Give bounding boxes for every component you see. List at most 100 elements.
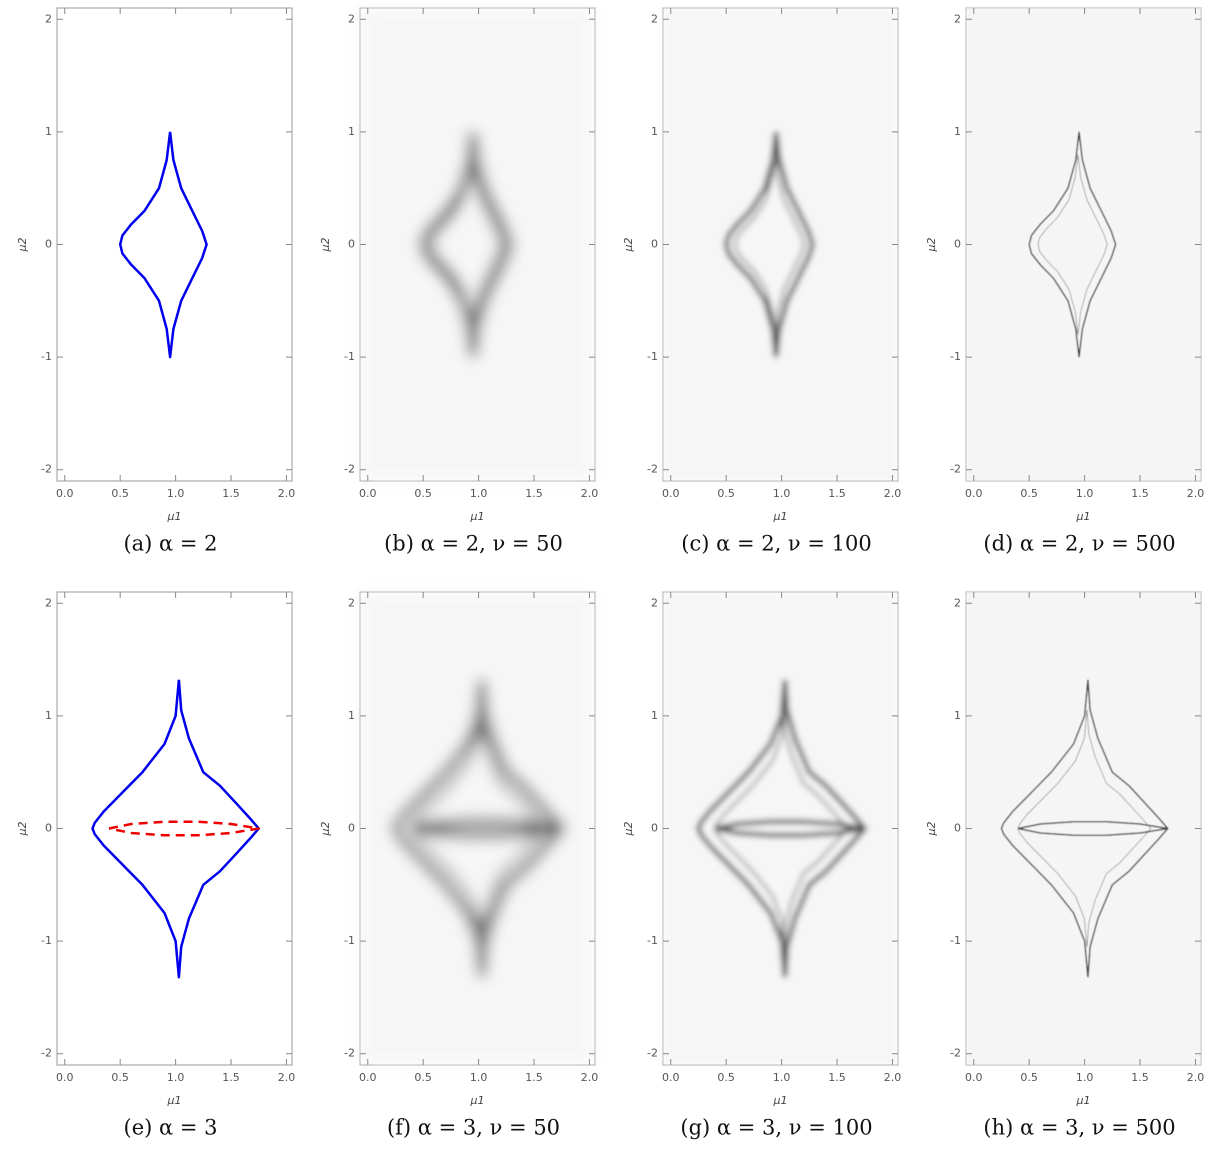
interference-band <box>429 154 504 335</box>
y-tick-label: 1 <box>45 125 52 138</box>
panel: 0.0 0.5 1.0 1.5 2.0 -2 -1 0 1 2 μ1 μ2 (h) α = 3, ν =… <box>925 591 1205 1140</box>
background-shade <box>663 8 898 481</box>
panel: 0.0 0.5 1.0 1.5 2.0 -2 -1 0 1 2 μ1 μ2 (e) α = 3 <box>16 591 296 1140</box>
y-tick-label: -2 <box>647 1047 658 1060</box>
x-tick-label: 1.5 <box>1131 1071 1149 1084</box>
interference-band <box>409 709 549 948</box>
x-tick-label: 0.0 <box>965 487 983 500</box>
interference-band <box>1017 709 1152 948</box>
y-tick-label: -2 <box>950 1047 961 1060</box>
x-tick-label: 1.0 <box>773 1071 791 1084</box>
x-tick-label: 0.5 <box>111 1071 129 1084</box>
caustic-curve <box>91 679 260 979</box>
x-axis-label: μ1 <box>470 510 485 523</box>
x-tick-label: 0.0 <box>662 1071 680 1084</box>
caption: (e) α = 3 <box>124 1116 218 1140</box>
x-tick-label: 0.0 <box>56 487 74 500</box>
caustic-curve <box>108 820 260 837</box>
x-tick-label: 0.5 <box>717 1071 735 1084</box>
x-tick-label: 0.5 <box>111 487 129 500</box>
x-tick-label: 1.5 <box>222 487 240 500</box>
y-tick-label: 2 <box>954 12 961 25</box>
y-axis-label: μ2 <box>16 238 29 253</box>
y-tick-label: 0 <box>651 238 658 251</box>
panel: 0.0 0.5 1.0 1.5 2.0 -2 -1 0 1 2 μ1 μ2 (a) α = 2 <box>16 7 295 556</box>
y-tick-label: -2 <box>41 463 52 476</box>
x-tick-label: 0.5 <box>717 487 735 500</box>
y-tick-label: 1 <box>651 709 658 722</box>
density-image <box>966 592 1201 1065</box>
x-tick-label: 1.0 <box>773 487 791 500</box>
y-tick-label: 2 <box>348 12 355 25</box>
x-tick-label: 2.0 <box>884 487 902 500</box>
x-tick-label: 0.5 <box>414 487 432 500</box>
y-tick-label: 0 <box>45 238 52 251</box>
caustic-intensity <box>411 817 563 840</box>
y-tick-label: -2 <box>647 463 658 476</box>
panel: 0.0 0.5 1.0 1.5 2.0 -2 -1 0 1 2 μ1 μ2 (f) α = 3, ν =… <box>319 591 598 1140</box>
x-tick-label: 0.5 <box>414 1071 432 1084</box>
caustic-curve <box>118 131 208 359</box>
plot-frame <box>56 7 293 482</box>
x-tick-label: 1.5 <box>828 487 846 500</box>
x-tick-label: 1.5 <box>525 1071 543 1084</box>
x-tick-label: 0.0 <box>56 1071 74 1084</box>
y-axis-label: μ2 <box>622 238 635 253</box>
background-shade <box>966 592 1201 1065</box>
x-tick-label: 0.5 <box>1020 487 1038 500</box>
density-image <box>663 592 898 1065</box>
caustic-intensity <box>695 679 869 978</box>
density-image <box>360 8 595 481</box>
caption: (b) α = 2, ν = 50 <box>384 532 563 556</box>
x-tick-label: 0.0 <box>359 1071 377 1084</box>
y-tick-label: -2 <box>41 1047 52 1060</box>
y-axis-label: μ2 <box>622 822 635 837</box>
caption: (g) α = 3, ν = 100 <box>680 1116 872 1140</box>
y-tick-label: 1 <box>348 125 355 138</box>
y-tick-label: 2 <box>348 596 355 609</box>
x-axis-label: μ1 <box>470 1094 485 1107</box>
y-axis-label: μ2 <box>925 822 938 837</box>
x-axis-label: μ1 <box>1076 1094 1091 1107</box>
caption: (h) α = 3, ν = 500 <box>983 1116 1175 1140</box>
density-image <box>663 8 898 481</box>
y-tick-label: -1 <box>950 934 961 947</box>
y-tick-label: -1 <box>344 934 355 947</box>
y-axis-label: μ2 <box>925 238 938 253</box>
y-tick-label: 0 <box>348 238 355 251</box>
x-tick-label: 2.0 <box>1187 1071 1205 1084</box>
y-tick-label: 2 <box>45 12 52 25</box>
caustic-intensity <box>390 679 568 978</box>
y-tick-label: 1 <box>348 709 355 722</box>
y-tick-label: -2 <box>950 463 961 476</box>
y-tick-label: 0 <box>954 822 961 835</box>
caustic-intensity <box>1000 679 1169 978</box>
x-tick-label: 2.0 <box>1187 487 1205 500</box>
panel: 0.0 0.5 1.0 1.5 2.0 -2 -1 0 1 2 μ1 μ2 (c) α = 2, ν =… <box>622 7 902 556</box>
y-tick-label: 1 <box>954 709 961 722</box>
x-tick-label: 2.0 <box>884 1071 902 1084</box>
x-tick-label: 2.0 <box>278 1071 296 1084</box>
x-axis-label: μ1 <box>167 510 182 523</box>
caustic-intensity <box>714 819 866 838</box>
background-shade <box>360 8 595 481</box>
x-tick-label: 0.5 <box>1020 1071 1038 1084</box>
x-tick-label: 1.0 <box>1076 1071 1094 1084</box>
x-axis-label: μ1 <box>167 1094 182 1107</box>
panel: 0.0 0.5 1.0 1.5 2.0 -2 -1 0 1 2 μ1 μ2 (d) α = 2, ν =… <box>925 7 1205 556</box>
caustic-intensity <box>1028 131 1117 358</box>
caption: (c) α = 2, ν = 100 <box>681 532 871 556</box>
x-tick-label: 0.0 <box>965 1071 983 1084</box>
y-tick-label: -1 <box>647 350 658 363</box>
density-image <box>966 8 1201 481</box>
panel: 0.0 0.5 1.0 1.5 2.0 -2 -1 0 1 2 μ1 μ2 (b) α = 2, ν =… <box>319 7 598 556</box>
caption: (a) α = 2 <box>123 532 217 556</box>
y-tick-label: 1 <box>45 709 52 722</box>
x-tick-label: 0.0 <box>359 487 377 500</box>
caustic-intensity <box>1017 820 1168 837</box>
caption: (d) α = 2, ν = 500 <box>983 532 1175 556</box>
caustic-intensity <box>723 131 816 358</box>
y-tick-label: 2 <box>651 12 658 25</box>
y-tick-label: 2 <box>954 596 961 609</box>
y-tick-label: 1 <box>954 125 961 138</box>
